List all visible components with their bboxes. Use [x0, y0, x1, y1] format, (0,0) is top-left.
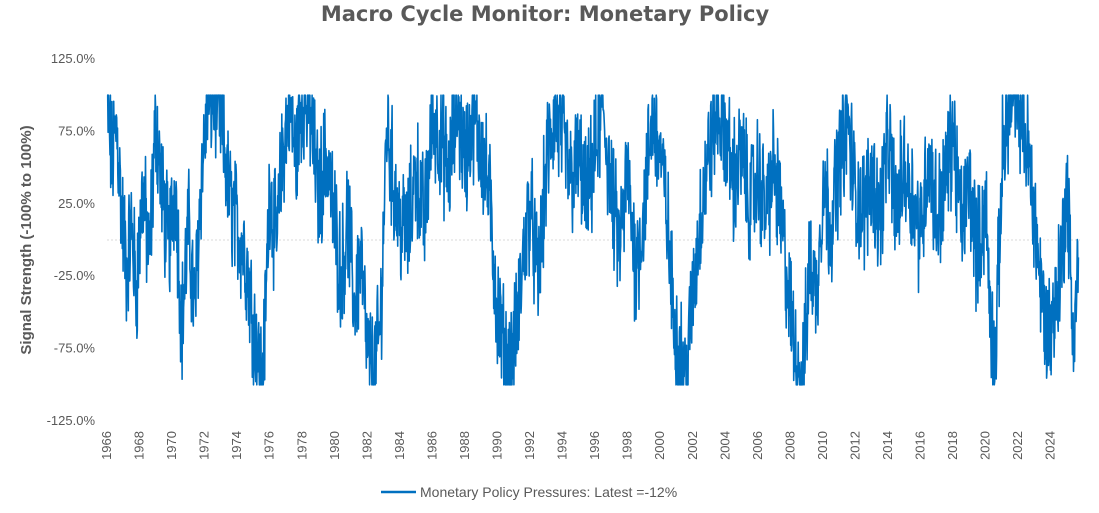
y-tick-label: -125.0% — [47, 413, 96, 428]
x-tick-label: 1990 — [490, 431, 505, 460]
x-tick-label: 1966 — [99, 431, 114, 460]
x-tick-label: 1982 — [359, 431, 374, 460]
y-axis-label: Signal Strength (-100% to 100%) — [18, 125, 35, 354]
x-tick-label: 2002 — [685, 431, 700, 460]
x-tick-label: 1994 — [555, 431, 570, 460]
x-axis-ticks: 1966 1968 1970 1972 1974 1976 1978 1980 1982 1984… — [99, 431, 1058, 460]
x-tick-label: 2022 — [1010, 431, 1025, 460]
legend-label: Monetary Policy Pressures: Latest =-12% — [420, 484, 677, 500]
x-tick-label: 2014 — [880, 431, 895, 460]
x-tick-label: 2020 — [978, 431, 993, 460]
x-tick-label: 2008 — [782, 431, 797, 460]
x-tick-label: 1996 — [587, 431, 602, 460]
x-tick-label: 2024 — [1043, 431, 1058, 460]
y-tick-label: -75.0% — [54, 341, 96, 356]
series-group — [106, 94, 1080, 386]
x-tick-label: 1968 — [132, 431, 147, 460]
x-tick-label: 1998 — [620, 431, 635, 460]
x-tick-label: 1976 — [262, 431, 277, 460]
x-tick-label: 1974 — [229, 431, 244, 460]
x-tick-label: 2018 — [945, 431, 960, 460]
x-tick-label: 2010 — [815, 431, 830, 460]
x-tick-label: 2006 — [750, 431, 765, 460]
y-axis-ticks: -125.0% -75.0% -25.0% 25.0% 75.0% 125.0% — [47, 51, 96, 428]
series-line — [106, 94, 1080, 386]
x-tick-label: 1980 — [327, 431, 342, 460]
x-tick-label: 1992 — [522, 431, 537, 460]
y-tick-label: 25.0% — [58, 196, 95, 211]
x-tick-label: 1984 — [392, 431, 407, 460]
y-tick-label: 125.0% — [51, 51, 96, 66]
x-tick-label: 1978 — [294, 431, 309, 460]
y-tick-label: -25.0% — [54, 268, 96, 283]
x-tick-label: 1986 — [424, 431, 439, 460]
x-tick-label: 1972 — [197, 431, 212, 460]
chart-title: Macro Cycle Monitor: Monetary Policy — [321, 2, 770, 26]
x-tick-label: 2000 — [652, 431, 667, 460]
y-tick-label: 75.0% — [58, 123, 95, 138]
legend: Monetary Policy Pressures: Latest =-12% — [381, 484, 677, 500]
x-tick-label: 2012 — [847, 431, 862, 460]
x-tick-label: 2004 — [717, 431, 732, 460]
x-tick-label: 1988 — [457, 431, 472, 460]
x-tick-label: 2016 — [913, 431, 928, 460]
x-tick-label: 1970 — [164, 431, 179, 460]
